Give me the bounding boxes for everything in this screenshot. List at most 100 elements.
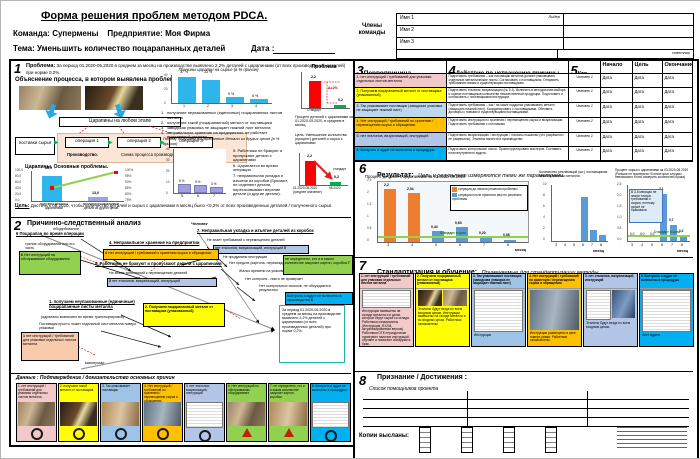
axis-tick: 0,0 [15,198,20,202]
left-panel: 1 Проблема: За период 01.2020-05.2020 в … [9,59,357,447]
evidence-text: 8. Контроль и аудит не включены в процед… [312,384,347,392]
bar [210,187,223,193]
bar-value: 6 % [252,94,259,98]
standard-label: Стандарт [307,108,322,112]
goal-label: Цель: [15,203,30,209]
axis-tick: 2 [543,226,545,230]
axis-tick: 30 [166,158,170,162]
branch6-title: 6 Поцарапан во время операции [16,231,84,236]
writing-line [617,431,687,432]
branch5-title: 5. Работники не бракуют и пропускают дет… [95,261,222,266]
chartB-title: Количество рекламаций (шт.) поставщикам … [539,170,608,178]
axis-tick: 6 [197,194,199,198]
causes-plot: 37 % 33 % 9 % 6 % [171,70,272,104]
problem-label: Проблема: [26,63,56,69]
standard-label: стандарт [333,167,347,171]
axis-tick: 100% [125,168,134,172]
operation-1-box: операция 1 [65,137,109,148]
causes-list: 1. получение неупакованных (единичных) по… [161,110,289,140]
cause-cell: 8. Контроль и аудит не включены в процед… [355,147,447,161]
bar [305,161,316,185]
bar [334,105,346,108]
axis-tick: 3 [387,243,389,247]
bar [226,97,244,103]
axis-tick: 40 [166,147,170,151]
evidence-mark [143,426,182,440]
evidence-text: 5. нет эталонов, визуализаций, инструкци… [186,384,210,396]
list-item: 6. Царапается во время операции [233,162,278,173]
company-label: Предприятие: [107,29,163,38]
rootcause-box-5b: нет эталонов, визуализаций, инструкций 5 [213,245,309,254]
photo-scratched-part [85,86,143,110]
topic-line: Тема: Уменьшить количество поцарапанных … [13,44,225,54]
evidence-mark [17,426,56,440]
writing-line [363,408,689,409]
evidence-mark [101,426,140,440]
section2-number: 2 [14,218,22,233]
axis-tick: 5 [435,243,437,247]
bar-value: 2,2 [307,154,312,158]
axis-tick: 95% [125,174,132,178]
page-title: Форма решения проблем методом PDCA. [41,10,268,22]
date-cell: Дата [663,147,693,161]
cause-cell: 2. Получаем поцарапанный металл от поста… [355,88,447,103]
std-card-1: 1. нет инструкций / требований для упако… [359,273,414,347]
bar-value: 37 % [180,70,189,74]
topic-value: Уменьшить количество поцарапанных детале… [37,44,226,53]
date-cell: Дата [601,118,633,133]
section-divider [11,217,351,218]
column-divider [587,391,588,426]
who-cell: Человек 1 [569,133,601,147]
chartC-plot: 2,1 0,7 0,2 0,0 0,0 0,0 Стандарт и цель … [627,185,690,242]
bar [194,185,207,193]
std-card-body: Инструкции вывешены на складе металла и … [362,309,411,347]
date-cell: Дата [633,147,663,161]
bar [670,225,677,241]
axis-tick: 5 [573,243,575,247]
evidence-card-7: 7. не определено, кто и в каком количест… [268,383,309,442]
bar [202,80,220,103]
evidence-mark [311,428,350,441]
legend-swatch [452,187,457,192]
axis-tick: 0,5 [367,226,372,230]
writing-line [617,435,687,436]
branch5-cause: Не знают требований к перемещению детале… [109,271,188,275]
std-card-photos [586,290,635,320]
evidence-photo [18,402,55,426]
cause-cell: 4. Нет инструкций / требований по хранен… [355,118,447,133]
axis-tick: 20 [164,87,168,91]
chartA-legend: ситуация до начала решения проблемы ситу… [450,185,528,211]
flow-arrow-icon: ▶ [108,140,113,146]
action-cell: Подготовить эталоны, визуализации (№ 5.1… [447,88,569,103]
writing-line [617,443,687,444]
bar-value: 5 % [195,180,201,184]
ok-circle-icon [324,430,337,441]
axis-tick: 85% [125,186,132,190]
topic-label: Тема: [13,44,35,53]
col-header-start: Начало [601,61,633,74]
bar-value: 6 % [179,179,185,183]
rootcause-box-8: Контроль и аудит не включены в производс… [285,292,353,305]
evidence-photo [144,402,181,426]
writing-line [363,426,689,427]
axis-tick: 4 [411,243,413,247]
member-role-cell [564,14,693,25]
pareto-xlabel-1: получили металл с царапинами [39,202,69,210]
branch7-cause: Жалко времени на упаковку [239,269,287,273]
why-plot: 6 % 5 % 3 % [173,149,226,194]
list-item: 7. неправильная укладка и изъятие из кор… [233,172,288,197]
goal-xlabel-1: 01.2020-05.2020 (среднее значение) [293,186,322,194]
member-name: Имя 2 [397,26,564,37]
evidence-photo [186,402,223,428]
evidence-photo [60,402,97,426]
std-card-photo [612,290,635,318]
bar-value: 33 % [204,70,213,74]
branch1-cause: (царапины возникают во время транспортир… [41,315,124,319]
axis-tick: 40 [164,73,168,77]
std-card-title: 4. Нет инструкций / требований по хранен… [528,274,581,289]
bar [590,230,597,241]
right-panel: 3Первопричина 4Действие по устранению пр… [353,59,699,458]
axis-tick: 0 [543,237,545,241]
writing-line [617,427,687,428]
bar-value: 2,2 [311,75,316,79]
